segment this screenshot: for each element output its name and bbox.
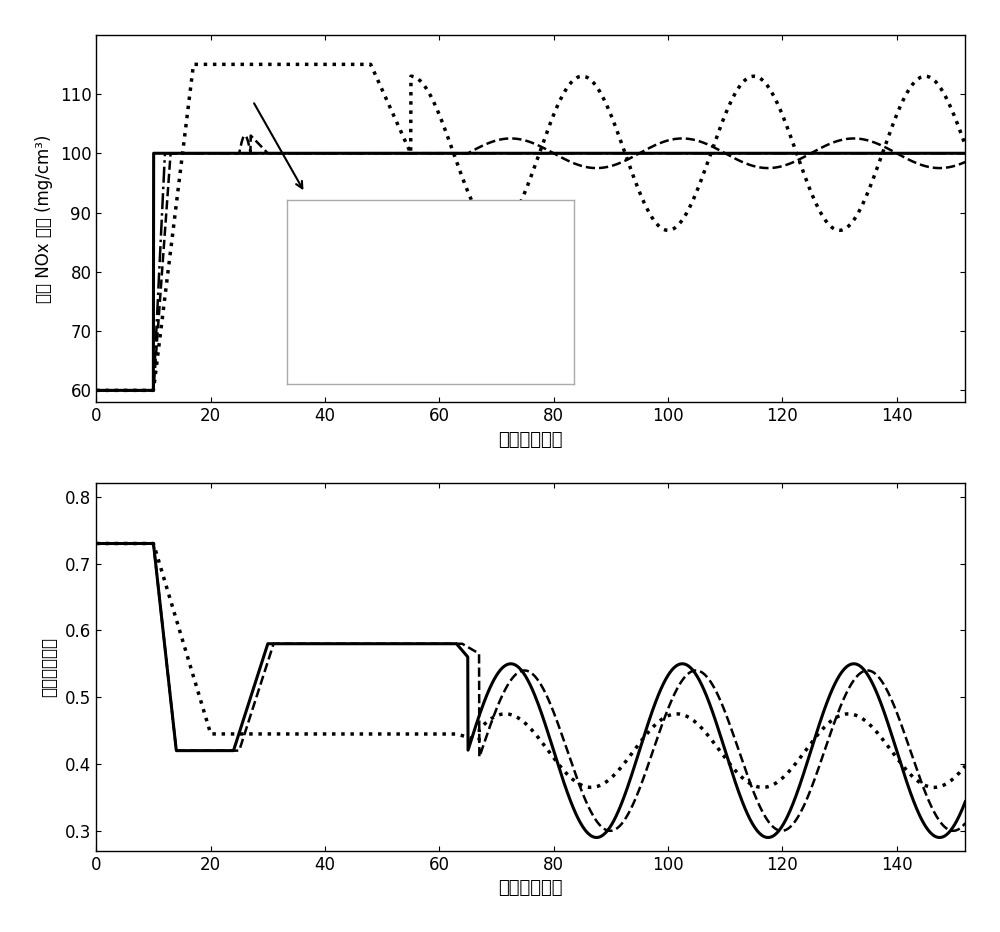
X-axis label: 时间（分钟）: 时间（分钟） [499, 879, 563, 898]
Y-axis label: 喷氨阀门开度: 喷氨阀门开度 [40, 637, 58, 697]
Y-axis label: 出口 NOx 浓度 (mg/cm³): 出口 NOx 浓度 (mg/cm³) [35, 134, 53, 303]
X-axis label: 时间（分钟）: 时间（分钟） [499, 431, 563, 448]
